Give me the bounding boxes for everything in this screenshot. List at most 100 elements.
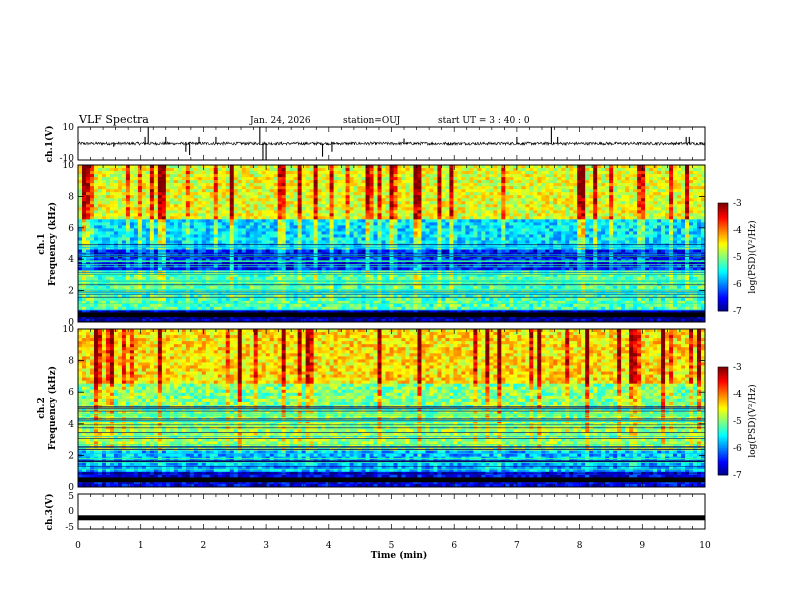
ch1-spectrogram-cell (269, 207, 275, 211)
ch1-spectrogram-cell (141, 243, 147, 247)
ch1-spectrogram-cell (265, 192, 271, 196)
ch1-spectrogram-cell (353, 186, 358, 190)
ch1-spectrogram-cell (137, 195, 143, 199)
ch1-spectrogram-cell (453, 225, 458, 229)
ch1-spectrogram-cell (661, 207, 666, 211)
ch1-spectrogram-cell (161, 180, 167, 184)
ch1-spectrogram-cell (317, 237, 323, 241)
ch1-spectrogram-cell (413, 213, 418, 217)
ch1-spectrogram-cell (325, 240, 330, 244)
ch1-spectrogram-cell (253, 240, 259, 244)
ch1-spectrogram-cell (165, 231, 171, 235)
ch1-spectrogram-cell (389, 246, 394, 250)
ch1-spectrogram-cell (633, 186, 638, 190)
ch1-spectrogram-cell (261, 249, 267, 253)
ch1-spectrogram-cell (649, 183, 654, 187)
ch1-spectrogram-cell (205, 204, 211, 208)
ch1-spectrogram-cell (621, 210, 626, 214)
ch1-spectrogram-cell (333, 213, 338, 217)
ch1-spectrogram-cell (681, 252, 686, 256)
ch1-spectrogram-cell (529, 219, 534, 223)
ch1-spectrogram-cell (121, 219, 127, 223)
ch1-spectrogram-cell (293, 195, 299, 199)
ch1-spectrogram-cell (605, 210, 610, 214)
ch1-spectrogram-cell (421, 243, 426, 247)
ch1-spectrogram-cell (469, 198, 474, 202)
ch1-spectrogram-cell (617, 207, 622, 211)
ch1-spectrogram-cell (589, 180, 594, 184)
ch1-spectrogram-cell (665, 246, 670, 250)
ch1-spectrogram-cell (505, 216, 510, 220)
ch1-spectrogram-cell (121, 177, 127, 181)
ch1-spectrogram-cell (585, 186, 590, 190)
ch1-spectrogram-cell (401, 225, 406, 229)
ch1-spectrogram-cell (209, 240, 215, 244)
ch1-spectrogram-cell (541, 252, 546, 256)
ch1-spectrogram-cell (325, 231, 330, 235)
ch1-spectrogram-cell (473, 204, 478, 208)
ch1-spectrogram-cell (349, 219, 354, 223)
ch1-spectrogram-cell (525, 225, 530, 229)
ch1-spectrogram-cell (613, 213, 618, 217)
ch1-spectrogram-cell (113, 186, 119, 190)
ch1-spectrogram-cell (137, 180, 143, 184)
ch1-spectrogram-cell (409, 204, 414, 208)
ch1-spectrogram-cell (597, 225, 602, 229)
ch1-spectrogram-cell (565, 240, 570, 244)
ch1-spectrogram-cell (405, 222, 410, 226)
ch1-spectrogram-cell (461, 183, 466, 187)
ch1-spectrogram-cell (297, 237, 303, 241)
ch1-spectrogram-cell (401, 243, 406, 247)
ch1-spectrogram-cell (513, 189, 518, 193)
ch1-spectrogram-cell (517, 249, 522, 253)
ch1-spectrogram-cell (661, 180, 666, 184)
ch1-spectrogram-cell (605, 234, 610, 238)
ch1-spectrogram-cell (517, 246, 522, 250)
ch1-spectrogram-cell (477, 231, 482, 235)
ch1-spectrogram-cell (425, 231, 430, 235)
ch1-spectrogram-cell (321, 201, 326, 205)
ch1-spectrogram-cell (685, 186, 690, 190)
ch1-spectrogram-cell (605, 195, 610, 199)
ch1-spectrogram-cell (561, 204, 566, 208)
ch1-spectrogram-cell (329, 198, 334, 202)
ch1-spectrogram-cell (401, 222, 406, 226)
ch1-spectrogram-cell (645, 201, 650, 205)
ch1-spectrogram-cell (149, 252, 155, 256)
ch1-spectrogram-cell (521, 240, 526, 244)
ch1-spectrogram-cell (409, 186, 414, 190)
ch1-spectrogram-cell (641, 198, 646, 202)
ch1-spectrogram-cell (297, 165, 303, 169)
ch1-spectrogram-cell (569, 192, 574, 196)
ch1-spectrogram-cell (625, 213, 630, 217)
ch1-spectrogram-cell (309, 252, 315, 256)
ch1-spectrogram-cell (241, 192, 247, 196)
ch1-spectrogram-cell (697, 186, 702, 190)
ch1-spectrogram-cell (101, 192, 107, 196)
ch1-spectrogram-cell (229, 168, 235, 172)
ch1-spectrogram-cell (477, 207, 482, 211)
ch1-spectrogram-cell (149, 237, 155, 241)
ch1-spectrogram-cell (281, 180, 287, 184)
ch1-spectrogram-cell (93, 231, 99, 235)
ch1-spectrogram-cell (653, 189, 658, 193)
ch1-spectrogram-cell (541, 210, 546, 214)
ch1-spectrogram-cell (113, 234, 119, 238)
ch1-spectrogram-cell (193, 198, 199, 202)
ch1-spectrogram-cell (633, 171, 638, 175)
ch1-spectrogram-cell (101, 207, 107, 211)
ch1-spectrogram-cell (393, 168, 398, 172)
ch1-spectrogram-cell (321, 180, 326, 184)
ch1-spectrogram-cell (281, 201, 287, 205)
ch1-spectrogram-cell (301, 168, 307, 172)
ch1-spectrogram-cell (429, 231, 434, 235)
ch1-spectrogram-cell (497, 219, 502, 223)
ch1-spectrogram-cell (377, 174, 382, 178)
ch1-spectrogram-cell (473, 249, 478, 253)
ch1-spectrogram-cell (633, 255, 638, 259)
ch1-spectrogram-cell (197, 219, 203, 223)
ch1-spectrogram-cell (297, 243, 303, 247)
ch1-spectrogram-cell (657, 240, 662, 244)
ch1-spectrogram-cell (257, 249, 263, 253)
ch1-spectrogram-cell (653, 231, 658, 235)
